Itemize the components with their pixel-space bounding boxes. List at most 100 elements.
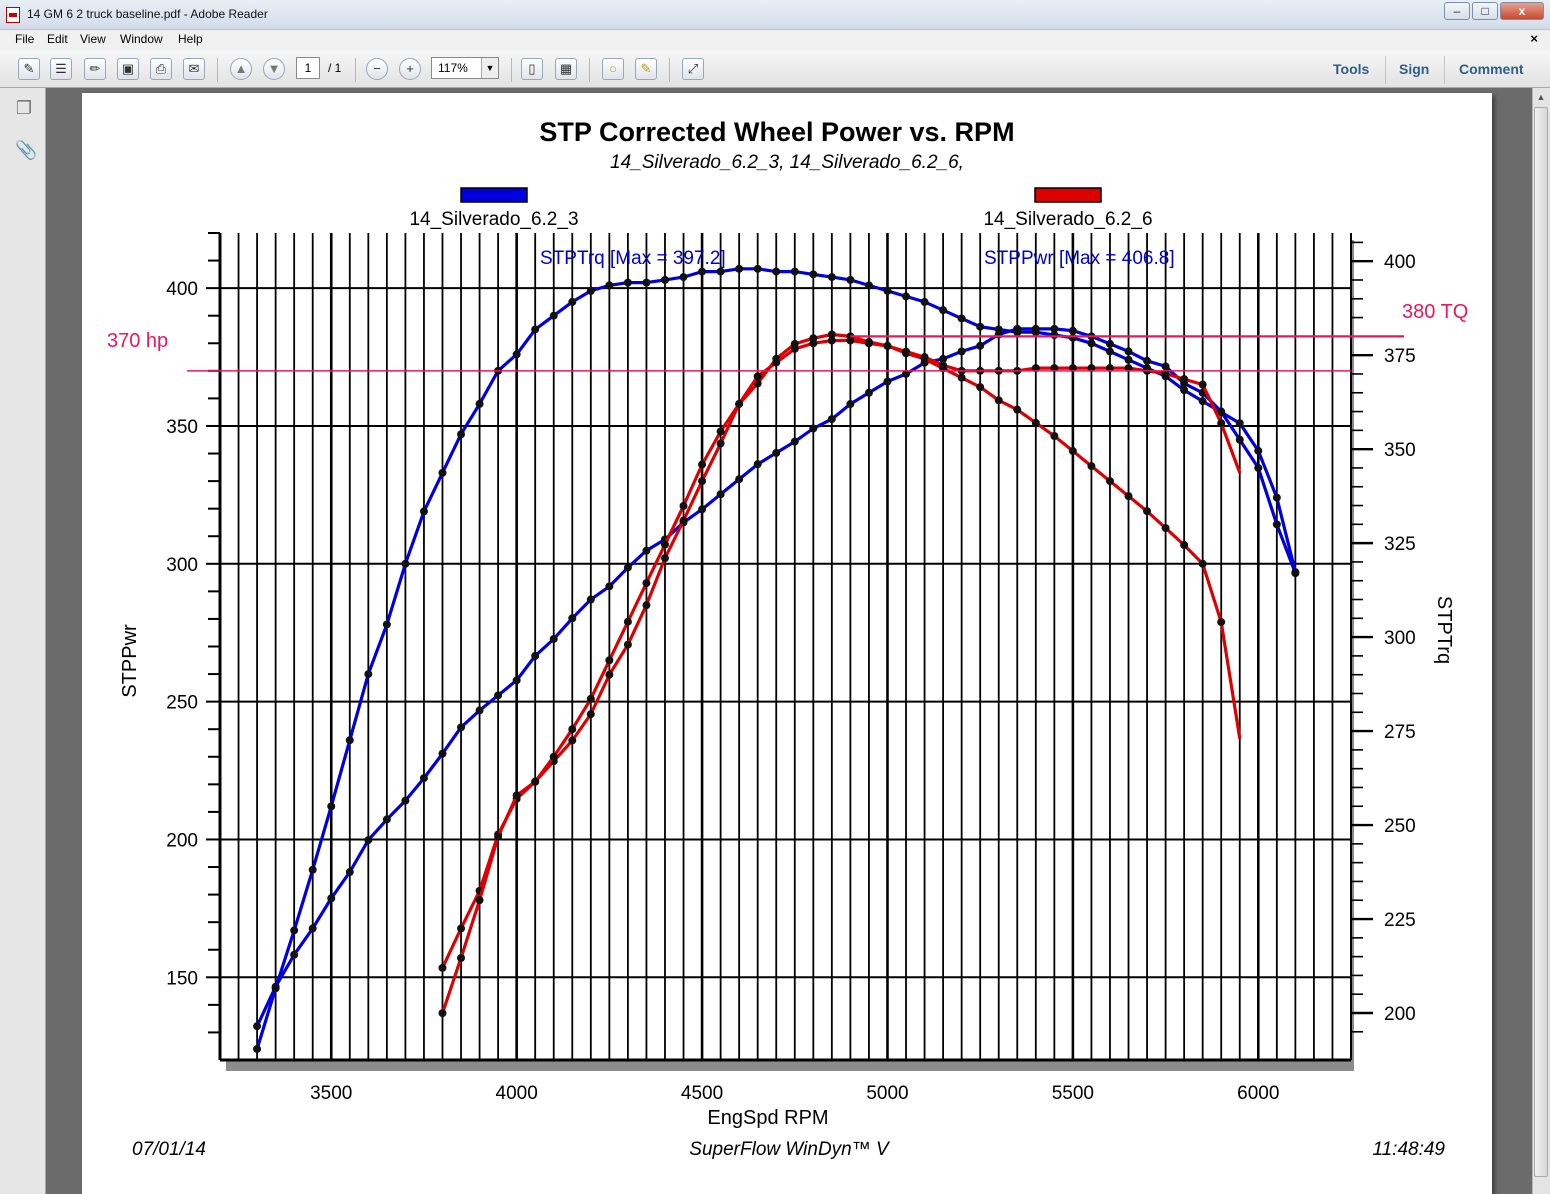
data-point [772,267,781,276]
data-point [864,281,873,290]
data-point [642,546,651,555]
y-right-tick-label: 325 [1384,534,1416,555]
toolbar-separator [511,58,512,82]
trq-max-annotation: STPTrq [Max = 397.2] [540,248,726,269]
comment-button[interactable]: Comment [1459,61,1524,77]
data-point [605,281,614,290]
zoom-in-icon[interactable]: + [399,58,421,80]
data-point [586,595,595,604]
save-icon[interactable]: ▣ [117,58,139,80]
sign-button[interactable]: Sign [1399,61,1430,77]
data-point [475,399,484,408]
close-button[interactable]: x [1500,2,1544,20]
create-pdf-icon[interactable]: ✎ [18,58,40,80]
scroll-up-icon[interactable]: ▲ [1536,92,1546,102]
data-point [772,448,781,457]
data-point [976,383,985,392]
data-point [883,286,892,295]
data-point [290,926,299,935]
fit-page-icon[interactable]: ▯ [521,58,543,80]
data-point [1272,493,1281,502]
document-close-icon[interactable]: × [1530,31,1538,46]
zoom-out-icon[interactable]: − [366,58,388,80]
minimize-button[interactable]: – [1444,2,1470,20]
y-left-tick-label: 400 [166,279,198,300]
menu-window[interactable]: Window [120,32,163,46]
data-point [345,736,354,745]
page-number-input[interactable]: 1 [296,57,320,79]
next-page-icon[interactable]: ▼ [263,58,285,80]
y-axis-label-left: STPPwr [119,624,141,698]
data-point [902,347,911,356]
data-point [698,460,707,469]
menu-help[interactable]: Help [178,32,203,46]
email-icon[interactable]: ✉ [183,58,205,80]
pages-panel-icon[interactable]: ❐ [15,98,33,118]
data-point [345,868,354,877]
data-point [920,353,929,362]
zoom-select[interactable]: 117% ▼ [431,57,499,79]
prev-page-icon[interactable]: ▲ [230,58,252,80]
data-point [735,264,744,273]
create-pdf-icon[interactable]: ☰ [50,58,72,80]
data-point [1272,520,1281,529]
menu-view[interactable]: View [80,32,106,46]
y-right-tick-label: 350 [1384,440,1416,461]
comment-icon[interactable]: ○ [602,58,624,80]
data-point [827,273,836,282]
tools-button[interactable]: Tools [1333,61,1370,77]
data-point [1105,477,1114,486]
y-right-tick-label: 200 [1384,1004,1416,1025]
data-point [549,752,558,761]
data-point [1161,369,1170,378]
menu-file[interactable]: File [15,32,35,46]
data-point [1013,405,1022,414]
data-point [976,341,985,350]
attachments-icon[interactable]: 📎 [15,140,38,160]
maximize-button[interactable]: □ [1472,2,1498,20]
chart-subtitle: 14_Silverado_6.2_3, 14_Silverado_6.2_6, [610,152,964,173]
navigation-panel: ❐ 📎 [0,88,46,1194]
data-point [586,710,595,719]
data-point [623,278,632,287]
data-point [698,477,707,486]
chevron-down-icon[interactable]: ▼ [481,58,498,78]
fullscreen-icon[interactable]: ⤢ [682,58,704,80]
data-point [957,347,966,356]
data-point [809,270,818,279]
scroll-thumb[interactable] [1534,107,1548,1177]
data-point [253,1044,262,1053]
data-point [1105,364,1114,373]
y-right-tick-label: 250 [1384,816,1416,837]
data-point [623,617,632,626]
data-point [531,777,540,786]
data-point [605,582,614,591]
data-point [401,796,410,805]
chart-title: STP Corrected Wheel Power vs. RPM [539,117,1014,147]
data-point [1198,380,1207,389]
edit-icon[interactable]: ✏ [84,58,106,80]
print-icon[interactable]: ⎙ [150,58,172,80]
data-point [457,723,466,732]
highlight-icon[interactable]: ✎ [635,58,657,80]
fit-width-icon[interactable]: ▦ [555,58,577,80]
data-point [864,339,873,348]
menu-edit[interactable]: Edit [47,32,68,46]
data-point [1105,339,1114,348]
data-point [1068,447,1077,456]
data-point [1087,462,1096,471]
data-point [1180,375,1189,384]
data-point [939,306,948,315]
data-point [1124,364,1133,373]
data-point [1198,397,1207,406]
data-point [660,554,669,563]
series-group [253,264,1300,1053]
y-left-tick-label: 250 [166,693,198,714]
x-tick-label: 4000 [496,1083,538,1104]
x-tick-label: 5500 [1052,1083,1094,1104]
data-point [549,634,558,643]
data-point [957,373,966,382]
tq-line-label: 380 TQ [1402,301,1468,323]
data-point [735,475,744,484]
annotation-lines [187,335,1404,372]
